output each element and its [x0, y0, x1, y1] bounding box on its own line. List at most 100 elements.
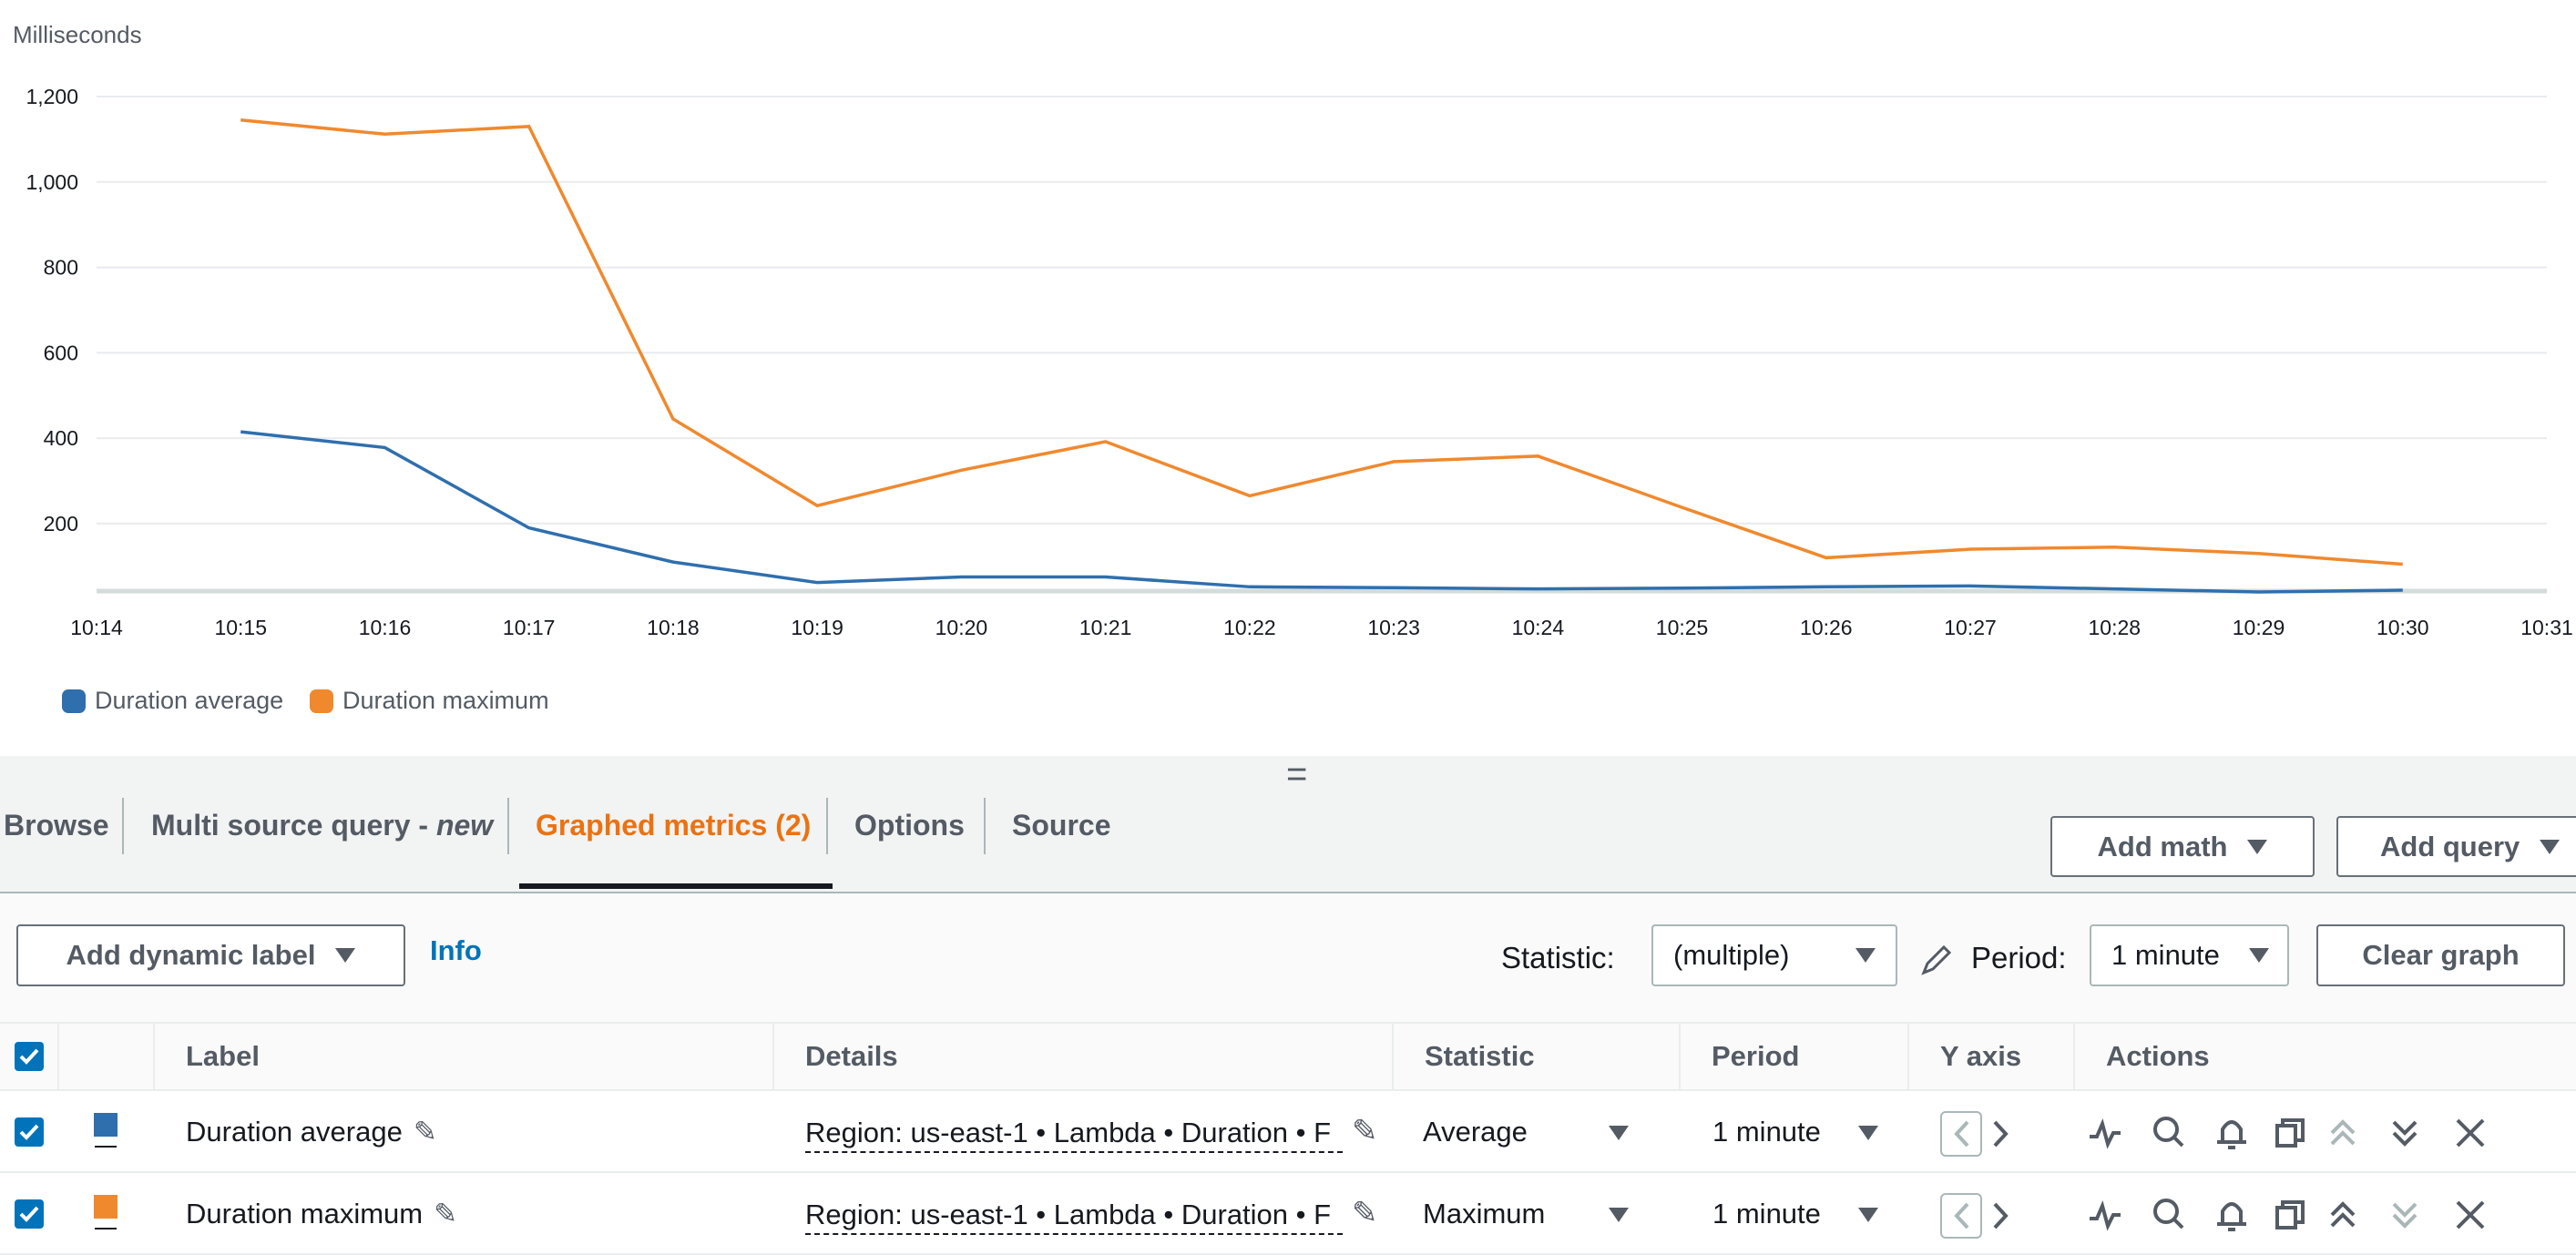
select-text: 1 minute: [2111, 939, 2220, 971]
add-math-button[interactable]: Add math: [2050, 816, 2315, 877]
x-tick-label: 10:25: [1656, 616, 1709, 639]
y-axis-switch[interactable]: [1940, 1193, 2022, 1243]
x-tick-label: 10:16: [359, 616, 412, 639]
select-text: (multiple): [1673, 939, 1790, 971]
tab-text: Multi source query -: [151, 809, 436, 842]
period-select[interactable]: 1 minute: [1712, 1198, 1821, 1229]
legend-item: Duration average: [62, 687, 283, 715]
x-tick-label: 10:23: [1367, 616, 1420, 639]
x-tick-label: 10:21: [1079, 616, 1132, 639]
header-cell: Details: [772, 1022, 1392, 1091]
period-select[interactable]: 1 minute: [2090, 924, 2289, 986]
x-tick-label: 10:27: [1944, 616, 1997, 639]
x-tick-label: 10:17: [503, 616, 556, 639]
x-tick-label: 10:24: [1512, 616, 1565, 639]
select-all-checkbox[interactable]: [15, 1042, 44, 1071]
period-select[interactable]: 1 minute: [1712, 1116, 1821, 1148]
edit-icon[interactable]: ✎: [1352, 1114, 1378, 1148]
x-tick-label: 10:14: [70, 616, 123, 639]
edit-icon[interactable]: ✎: [1352, 1196, 1378, 1230]
tab[interactable]: Multi source query - new: [151, 809, 493, 842]
edit-icon[interactable]: ✎: [413, 1116, 437, 1148]
y-axis-label: Milliseconds: [13, 21, 142, 48]
actions[interactable]: [2086, 1113, 2505, 1158]
x-tick-label: 10:22: [1223, 616, 1276, 639]
y-tick-label: 1,200: [26, 85, 78, 108]
x-tick-label: 10:28: [2089, 616, 2142, 639]
dropdown-arrow: [1609, 1126, 1629, 1140]
row-checkbox[interactable]: [15, 1199, 44, 1229]
dropdown-arrow: [1858, 1126, 1878, 1140]
resize-handle[interactable]: =: [1286, 754, 1308, 794]
header-cell: Y axis: [1907, 1022, 2073, 1091]
tab[interactable]: Options: [854, 809, 965, 842]
x-tick-label: 10:20: [935, 616, 988, 639]
add-query-button[interactable]: Add query: [2336, 816, 2576, 877]
legend-swatch: [62, 689, 86, 713]
check: [19, 1206, 39, 1222]
statistic-select[interactable]: Maximum: [1423, 1198, 1546, 1229]
details-cell[interactable]: Region: us-east-1 • Lambda • Duration • …: [805, 1115, 1343, 1153]
y-tick-label: 400: [44, 426, 78, 450]
separator: [984, 798, 986, 854]
y-tick-label: 600: [44, 341, 78, 364]
y-tick-label: 1,000: [26, 170, 78, 194]
color-swatch[interactable]: [94, 1113, 118, 1146]
legend-text: Duration average: [95, 687, 284, 714]
tab[interactable]: Source: [1012, 809, 1111, 842]
x-tick-label: 10:29: [2233, 616, 2285, 639]
edit-icon[interactable]: ✎: [434, 1198, 458, 1229]
table-row: [0, 1091, 2576, 1173]
x-tick-label: 10:30: [2377, 616, 2429, 639]
y-axis-switch[interactable]: [1940, 1111, 2022, 1161]
separator: [122, 798, 124, 854]
clear-graph-button[interactable]: Clear graph: [2316, 924, 2565, 986]
label-text: Duration maximum: [186, 1198, 424, 1229]
header-cell: Label: [153, 1022, 772, 1091]
edit-icon[interactable]: [1920, 944, 1953, 976]
dropdown-arrow: [1858, 1208, 1878, 1222]
action-icons: [2090, 1199, 2485, 1231]
x-tick-label: 10:18: [647, 616, 700, 639]
info-link[interactable]: Info: [430, 934, 482, 966]
tab-badge: new: [435, 809, 494, 842]
legend-swatch: [310, 689, 333, 713]
tab[interactable]: Browse: [4, 809, 109, 842]
tab-underline: [519, 883, 833, 889]
header-cell: Statistic: [1392, 1022, 1679, 1091]
row-checkbox[interactable]: [15, 1117, 44, 1147]
period-label: Period:: [1971, 941, 2067, 974]
statistic-select[interactable]: Average: [1423, 1116, 1528, 1148]
line: [240, 118, 2403, 566]
y-tick-label: 800: [44, 256, 78, 280]
tab-active[interactable]: Graphed metrics (2): [536, 809, 812, 842]
label-cell: Duration maximum ✎: [186, 1173, 457, 1255]
button-text: Add dynamic label: [66, 939, 316, 971]
y-tick-label: 200: [44, 512, 78, 536]
separator: [826, 798, 828, 854]
color-swatch[interactable]: [94, 1195, 118, 1228]
statistic-select[interactable]: (multiple): [1651, 924, 1897, 986]
header-cell: [57, 1022, 153, 1091]
table-header: [0, 1022, 2576, 1091]
actions[interactable]: [2086, 1195, 2505, 1240]
details-cell[interactable]: Region: us-east-1 • Lambda • Duration • …: [805, 1197, 1343, 1235]
separator: [507, 798, 509, 854]
chart: Milliseconds 200 400 600 800 1,000 1,200 10:14…: [13, 21, 2573, 639]
x-tick-label: 10:19: [791, 616, 843, 639]
header-cell: Period: [1679, 1022, 1907, 1091]
axis-arrows: [1940, 1111, 2009, 1157]
action-icons: [2090, 1117, 2485, 1149]
header-cell: Actions: [2073, 1022, 2576, 1091]
label-cell: Duration average ✎: [186, 1091, 437, 1173]
legend-text: Duration maximum: [342, 687, 549, 714]
dropdown-arrow: [1609, 1208, 1629, 1222]
button-text: Add math: [2097, 830, 2228, 862]
axis-arrows: [1940, 1193, 2009, 1239]
x-tick-label: 10:26: [1800, 616, 1853, 639]
add-dynamic-label-button[interactable]: Add dynamic label: [16, 924, 405, 986]
line: [240, 430, 2403, 594]
label-text: Duration average: [186, 1116, 403, 1148]
statistic-label: Statistic:: [1501, 941, 1615, 974]
